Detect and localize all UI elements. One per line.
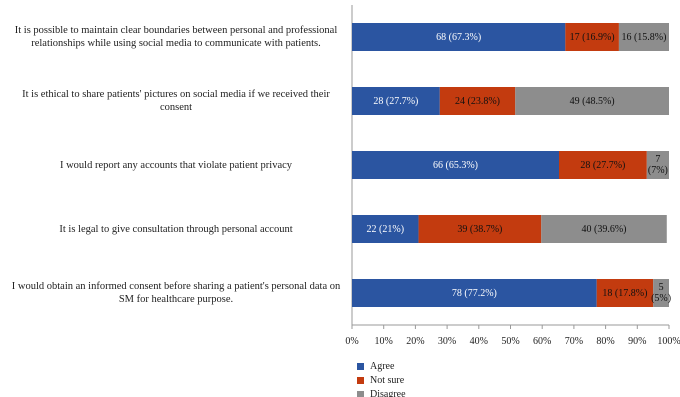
legend-label: Agree	[370, 361, 395, 372]
bar-segment	[418, 215, 542, 243]
category-label: It is legal to give consultation through…	[59, 223, 293, 235]
data-label: 78 (77.2%)	[451, 287, 497, 299]
data-label: 22 (21%)	[366, 223, 405, 235]
x-tick-label: 30%	[437, 336, 457, 347]
bar-segment	[352, 23, 566, 51]
legend-swatch	[357, 363, 364, 370]
x-tick-label: 10%	[374, 336, 393, 347]
data-label: 66 (65.3%)	[433, 159, 478, 171]
category-label: It is possible to maintain clear boundar…	[14, 25, 338, 49]
data-label: 17 (16.9%)	[569, 31, 615, 43]
category-label: It is ethical to share patients' picture…	[22, 89, 330, 113]
bar-segment	[352, 279, 597, 307]
bar-segment	[559, 151, 647, 179]
bar-segment	[515, 87, 669, 115]
category-label: I would report any accounts that violate…	[59, 159, 293, 171]
data-label: 18 (17.8%)	[602, 287, 648, 299]
x-tick-label: 100%	[657, 336, 680, 347]
x-tick-label: 20%	[406, 336, 425, 347]
data-label: 5 (5%)	[651, 282, 672, 304]
bar-segment	[352, 215, 419, 243]
x-tick-label: 90%	[628, 336, 647, 347]
bar-segment	[352, 87, 440, 115]
legend-swatch	[357, 377, 364, 384]
x-tick-label: 40%	[469, 336, 488, 347]
x-tick-label: 70%	[564, 336, 584, 347]
legend-swatch	[357, 391, 364, 397]
data-label: 49 (48.5%)	[569, 95, 615, 107]
bar-segment	[618, 23, 669, 51]
bar-segment	[565, 23, 619, 51]
x-tick-label: 80%	[596, 336, 615, 347]
data-label: 7 (7%)	[647, 154, 668, 176]
x-tick-label: 50%	[501, 336, 520, 347]
bar-segment	[646, 151, 669, 179]
x-tick-label: 0%	[345, 336, 359, 347]
data-label: 16 (15.8%)	[621, 31, 667, 43]
data-label: 68 (67.3%)	[436, 31, 482, 43]
category-label: I would obtain an informed consent befor…	[11, 281, 341, 305]
data-label: 39 (38.7%)	[457, 223, 503, 235]
legend-label: Disagree	[370, 389, 406, 397]
bar-segment	[653, 279, 669, 307]
bar-segment	[596, 279, 654, 307]
data-label: 28 (27.7%)	[373, 95, 419, 107]
data-label: 28 (27.7%)	[580, 159, 626, 171]
bar-segment	[352, 151, 560, 179]
x-tick-label: 60%	[533, 336, 552, 347]
data-label: 24 (23.8%)	[455, 95, 501, 107]
data-label: 40 (39.6%)	[581, 223, 627, 235]
bar-segment	[541, 215, 667, 243]
legend-label: Not sure	[370, 375, 405, 386]
bar-segment	[439, 87, 516, 115]
